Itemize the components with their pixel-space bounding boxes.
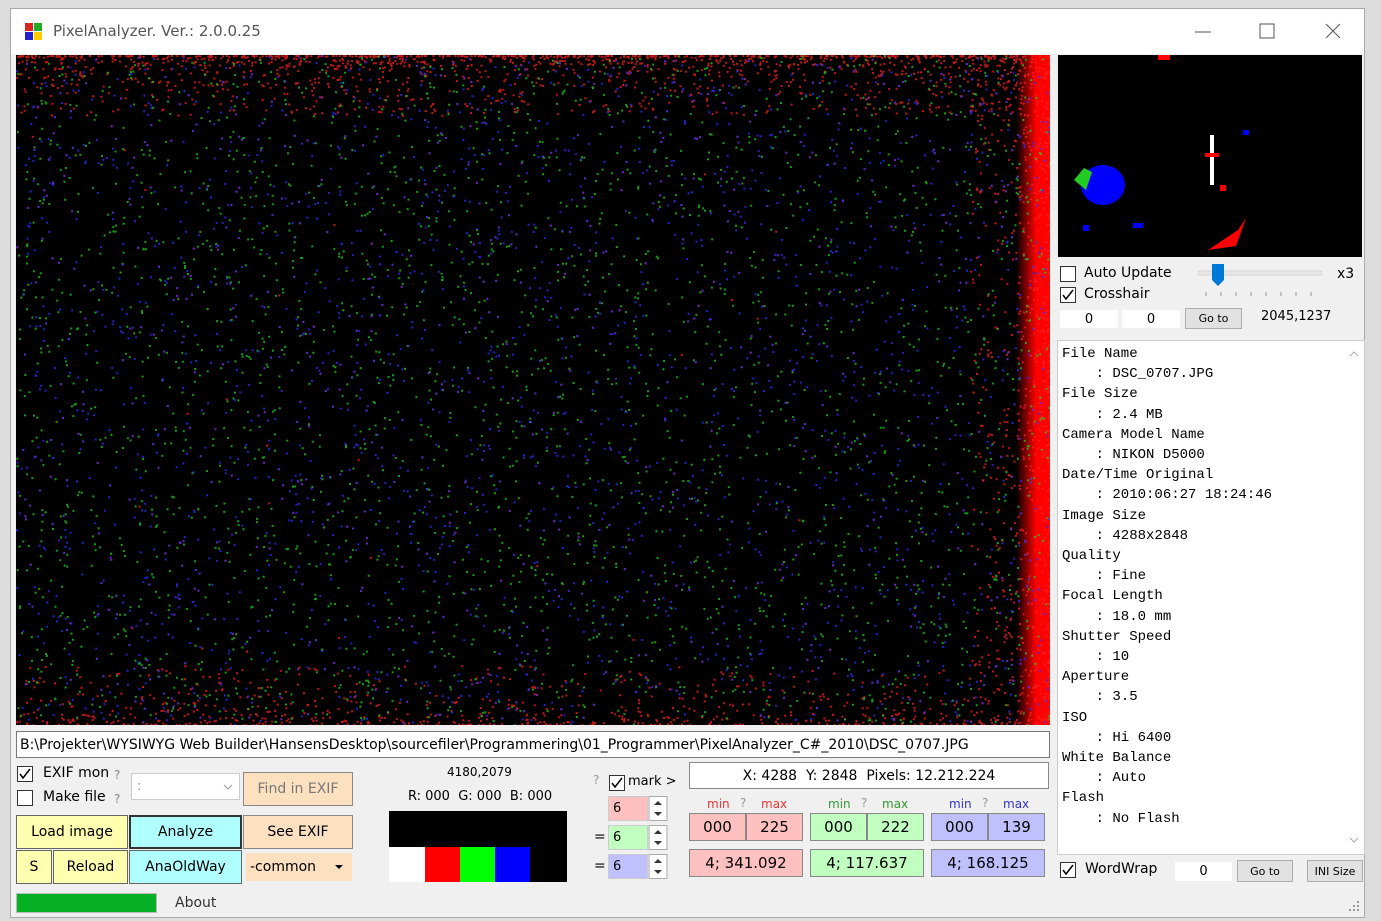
combo-arrow — [222, 783, 234, 791]
goto-line-button[interactable]: Go to — [1237, 860, 1293, 882]
equals: = — [594, 829, 606, 845]
pixel-position: 4180,2079 — [447, 765, 512, 779]
auto-update-checkbox[interactable] — [1060, 266, 1076, 282]
exif-line: File Size — [1062, 384, 1360, 404]
about-label[interactable]: About — [175, 895, 216, 911]
pixel-rgb: R: 000 G: 000 B: 000 — [408, 789, 552, 804]
max-field[interactable]: 225 — [746, 813, 803, 841]
min-header: min — [828, 797, 851, 811]
exif-line: : 18.0 mm — [1062, 607, 1360, 627]
x-field[interactable]: 0 — [1060, 310, 1118, 328]
exif-line: : Auto — [1062, 768, 1360, 788]
wordwrap-checkbox[interactable] — [1060, 862, 1076, 878]
auto-update-label: Auto Update — [1084, 265, 1172, 281]
max-field[interactable]: 139 — [988, 813, 1045, 841]
scrollbar[interactable] — [1346, 342, 1362, 852]
exif-line: : DSC_0707.JPG — [1062, 364, 1360, 384]
max-header: max — [882, 797, 908, 811]
mark-label: mark > — [628, 774, 677, 789]
color-swatches — [389, 811, 567, 882]
stats-summary: X: 4288 Y: 2848 Pixels: 12.212.224 — [689, 762, 1049, 789]
exif-line: ISO — [1062, 708, 1360, 728]
result-field: 4; 168.125 — [931, 849, 1045, 877]
mark-blue-field[interactable]: 6 — [608, 854, 648, 879]
image-view — [16, 55, 1050, 725]
help[interactable]: ? — [114, 768, 120, 782]
exif-line: File Name — [1062, 344, 1360, 364]
app-icon — [25, 23, 43, 41]
help[interactable]: ? — [861, 796, 867, 810]
exif-line: : 2.4 MB — [1062, 405, 1360, 425]
exif-line: Flash — [1062, 788, 1360, 808]
min-field[interactable]: 000 — [810, 813, 867, 841]
preview-position: 2045,1237 — [1261, 309, 1331, 324]
min-field[interactable]: 000 — [931, 813, 988, 841]
exif-line: Focal Length — [1062, 586, 1360, 606]
exif-line: : Hi 6400 — [1062, 728, 1360, 748]
exif-line: : No Flash — [1062, 809, 1360, 829]
zoom-label: x3 — [1337, 266, 1354, 282]
max-field[interactable]: 222 — [867, 813, 924, 841]
zoom-slider[interactable] — [1196, 262, 1324, 298]
see-exif-button[interactable]: See EXIF — [243, 815, 353, 849]
exif-line: Shutter Speed — [1062, 627, 1360, 647]
window-title: PixelAnalyzer. Ver.: 2.0.0.25 — [53, 22, 261, 40]
exif-mon-label: EXIF mon — [43, 765, 109, 781]
exif-line: : 4288x2848 — [1062, 526, 1360, 546]
exif-line: : 2010:06:27 18:24:46 — [1062, 485, 1360, 505]
body: PixelAnalyzer. Ver.: 2.0.0.25 Auto Updat… — [0, 0, 1381, 921]
load-image-button[interactable]: Load image — [16, 815, 128, 849]
exif-line: Image Size — [1062, 506, 1360, 526]
max-header: max — [1003, 797, 1029, 811]
help[interactable]: ? — [114, 792, 120, 806]
min-header: min — [949, 797, 972, 811]
exif-line: : Fine — [1062, 566, 1360, 586]
min-field[interactable]: 000 — [689, 813, 746, 841]
mark-checkbox[interactable] — [609, 775, 625, 791]
window-controls[interactable] — [1180, 15, 1360, 47]
make-file-checkbox[interactable] — [17, 790, 33, 806]
help[interactable]: ? — [740, 796, 746, 810]
exif-line: : 3.5 — [1062, 687, 1360, 707]
equals: = — [594, 858, 606, 874]
ini-size-button[interactable]: INI Size — [1307, 860, 1363, 882]
exif-mon-checkbox[interactable] — [17, 766, 33, 782]
ana-old-way-button[interactable]: AnaOldWay — [129, 850, 242, 884]
exif-line: : 10 — [1062, 647, 1360, 667]
goto-button[interactable]: Go to — [1185, 308, 1242, 329]
mark-green-field[interactable]: 6 — [608, 825, 648, 850]
result-field: 4; 117.637 — [810, 849, 924, 877]
page: PixelAnalyzer {"window": {"title": "Pixe… — [0, 0, 1381, 921]
preview — [1058, 55, 1362, 257]
y-field[interactable]: 0 — [1122, 310, 1180, 328]
help[interactable]: ? — [982, 796, 988, 810]
make-file-label: Make file — [43, 789, 106, 805]
min-header: min — [707, 797, 730, 811]
analyze-button[interactable]: Analyze — [129, 815, 242, 849]
exif-line: Date/Time Original — [1062, 465, 1360, 485]
max-header: max — [761, 797, 787, 811]
s-button[interactable]: S — [16, 850, 52, 884]
exif-line: : NIKON D5000 — [1062, 445, 1360, 465]
reload-button[interactable]: Reload — [53, 850, 128, 884]
crosshair-checkbox[interactable] — [1060, 287, 1076, 303]
resize-grip — [1346, 898, 1362, 914]
mark-red-field[interactable]: 6 — [608, 796, 648, 821]
progress-bar — [16, 893, 157, 913]
exif-line: Quality — [1062, 546, 1360, 566]
crosshair-label: Crosshair — [1084, 286, 1149, 302]
help[interactable]: ? — [593, 773, 599, 787]
exif-line: Camera Model Name — [1062, 425, 1360, 445]
line-field[interactable]: 0 — [1175, 862, 1232, 881]
mode-arrow — [332, 862, 346, 872]
path-field[interactable]: B:\Projekter\WYSIWYG Web Builder\Hansens… — [16, 731, 1050, 758]
spinners[interactable] — [648, 796, 668, 880]
wordwrap-label: WordWrap — [1085, 861, 1157, 877]
result-field: 4; 341.092 — [689, 849, 803, 877]
find-in-exif-button[interactable]: Find in EXIF — [243, 772, 353, 806]
exif-line: Aperture — [1062, 667, 1360, 687]
exif-line: White Balance — [1062, 748, 1360, 768]
